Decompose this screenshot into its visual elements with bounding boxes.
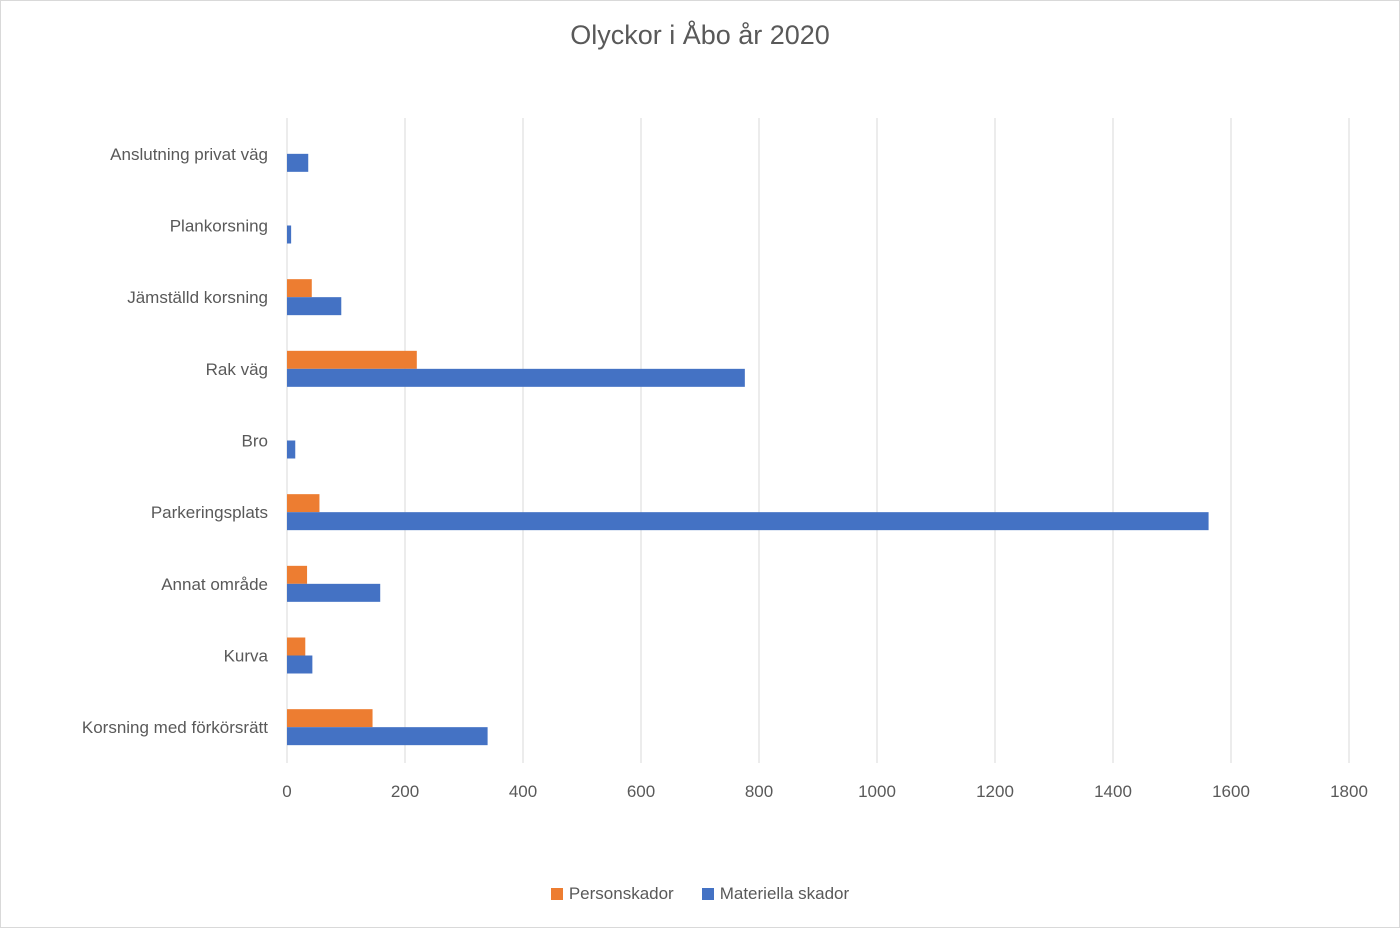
bar-materiella-skador [287,512,1209,531]
bar-personskador [287,350,417,369]
bar-materiella-skador [287,583,381,602]
category-label: Kurva [224,647,269,666]
category-label: Jämställd korsning [127,288,268,307]
x-tick-label: 1600 [1212,782,1250,801]
category-label: Korsning med förkörsrätt [82,718,268,737]
x-tick-label: 1200 [976,782,1014,801]
x-tick-label: 1000 [858,782,896,801]
bar-materiella-skador [287,225,292,244]
legend-swatch-materiella-skador [701,888,714,900]
x-tick-label: 600 [627,782,655,801]
bar-materiella-skador [287,655,313,674]
x-tick-label: 1800 [1330,782,1368,801]
category-label: Bro [242,432,268,451]
category-label: Annat område [161,575,268,594]
x-tick-label: 400 [509,782,537,801]
bar-personskador [287,709,373,728]
x-tick-label: 800 [745,782,773,801]
legend-label-personskador: Personskador [568,884,674,903]
x-tick-label: 1400 [1094,782,1132,801]
legend-label-materiella-skador: Materiella skador [719,884,850,903]
category-label: Plankorsning [170,217,268,236]
legend: Personskador Materiella skador [0,884,1400,904]
bar-personskador [287,279,312,298]
legend-item-materiella-skador: Materiella skador [701,884,850,904]
chart-title: Olyckor i Åbo år 2020 [570,20,830,50]
category-label: Rak väg [206,360,268,379]
x-tick-label: 0 [282,782,291,801]
bar-materiella-skador [287,368,745,387]
legend-item-personskador: Personskador [550,884,674,904]
bar-materiella-skador [287,727,488,746]
bar-materiella-skador [287,153,309,172]
category-label: Parkeringsplats [151,503,268,522]
bar-personskador [287,637,306,656]
bar-personskador [287,565,308,584]
x-tick-label: 200 [391,782,419,801]
bar-materiella-skador [287,297,342,316]
category-label: Anslutning privat väg [110,145,268,164]
legend-swatch-personskador [550,888,563,900]
bar-personskador [287,494,320,513]
bar-materiella-skador [287,440,296,459]
